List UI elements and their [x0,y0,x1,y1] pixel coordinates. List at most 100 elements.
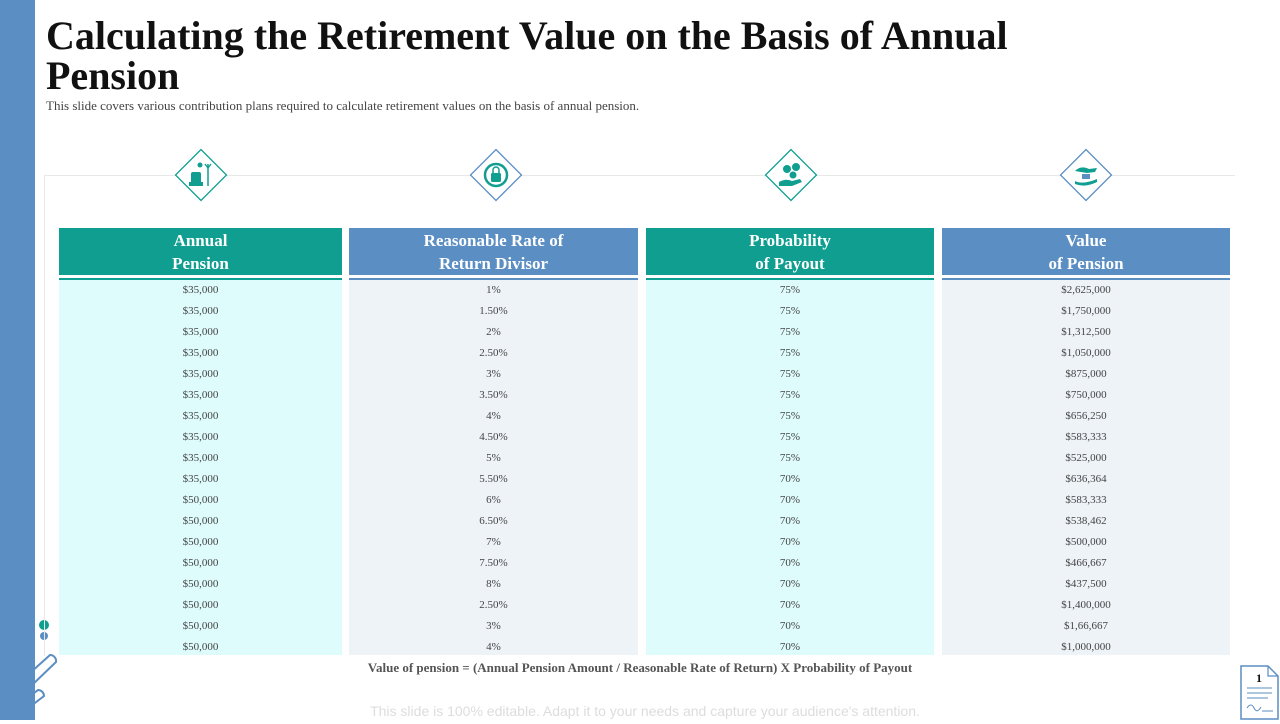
hand-with-coins-icon [764,148,818,202]
table-cell: 1% [486,284,501,296]
column-body: 1% 1.50% 2% 2.50% 3% 3.50% 4% 4.50% 5% 5… [349,280,638,655]
editable-note: This slide is 100% editable. Adapt it to… [370,703,920,719]
table-cell: 4% [486,641,501,653]
document-page-icon: 1 [1238,664,1280,720]
table-cell: $50,000 [182,641,219,653]
hand-giving-money-icon [1059,148,1113,202]
column-annual-pension: Annual Pension $35,000 $35,000 $35,000 $… [59,228,342,655]
table-cell: $437,500 [1065,578,1107,590]
table-cell: $35,000 [182,326,219,338]
table-cell: $50,000 [182,557,219,569]
table-cell: 2% [486,326,501,338]
left-accent-bar [0,0,35,720]
table-cell: 7.50% [479,557,508,569]
table-cell: 7% [486,536,501,548]
table-cell: $2,625,000 [1061,284,1111,296]
table-cell: $466,667 [1065,557,1107,569]
retirement-chair-icon [174,148,228,202]
table-cell: $583,333 [1065,494,1107,506]
table-cell: $35,000 [182,347,219,359]
table-cell: 70% [779,578,801,590]
table-cell: $525,000 [1065,452,1107,464]
table-cell: 6.50% [479,515,508,527]
table-cell: $35,000 [182,305,219,317]
table-cell: $1,312,500 [1061,326,1111,338]
column-header: Value of Pension [942,228,1230,275]
column-body: $2,625,000 $1,750,000 $1,312,500 $1,050,… [942,280,1230,655]
table-cell: $500,000 [1065,536,1107,548]
table-cell: $1,050,000 [1061,347,1111,359]
header-line: Annual [173,230,228,250]
table-cell: $875,000 [1065,368,1107,380]
header-line: Pension [172,253,229,273]
header-line: Value [1065,230,1107,250]
page-number: 1 [1256,671,1262,685]
table-cell: $35,000 [182,410,219,422]
table-cell: $50,000 [182,599,219,611]
table-cell: $750,000 [1065,389,1107,401]
table-cell: 70% [779,515,801,527]
table-cell: $50,000 [182,536,219,548]
formula-caption: Value of pension = (Annual Pension Amoun… [367,660,913,675]
table-cell: 70% [779,473,801,485]
page-subtitle: This slide covers various contribution p… [46,98,640,113]
table-cell: $35,000 [182,473,219,485]
table-cell: 70% [779,536,801,548]
header-line: of Pension [1048,253,1124,273]
column-body: 75% 75% 75% 75% 75% 75% 75% 75% 75% 70% … [646,280,934,655]
table-cell: $656,250 [1065,410,1107,422]
table-cell: 5% [486,452,501,464]
header-underline [59,278,342,280]
table-cell: 70% [779,494,801,506]
header-underline [646,278,934,280]
table-cell: $583,333 [1065,431,1107,443]
table-cell: 5.50% [479,473,508,485]
table-cell: 75% [779,368,801,380]
table-cell: $1,000,000 [1061,641,1111,653]
table-cell: $50,000 [182,620,219,632]
table-cell: 70% [779,620,801,632]
table-cell: $50,000 [182,494,219,506]
column-value-of-pension: Value of Pension $2,625,000 $1,750,000 $… [942,228,1230,655]
table-cell: 3% [486,368,501,380]
table-cell: $636,364 [1065,473,1107,485]
header-line: Return Divisor [438,253,549,273]
table-cell: 4% [486,410,501,422]
header-line: Reasonable Rate of [423,230,564,250]
header-line: of Payout [755,253,825,273]
page-title: Calculating the Retirement Value on the … [46,13,1008,98]
column-body: $35,000 $35,000 $35,000 $35,000 $35,000 … [59,280,342,655]
table-cell: 2.50% [479,599,508,611]
column-probability-of-payout: Probability of Payout 75% 75% 75% 75% 75… [646,228,934,655]
column-rate-of-return: Reasonable Rate of Return Divisor 1% 1.5… [349,228,638,655]
table-cell: 70% [779,641,801,653]
table-cell: 70% [779,599,801,611]
table-cell: 75% [779,305,801,317]
table-cell: $35,000 [182,452,219,464]
table-cell: $35,000 [182,389,219,401]
header-line: Probability [749,230,831,250]
table-cell: 3% [486,620,501,632]
table-cell: 8% [486,578,501,590]
table-cell: 6% [486,494,501,506]
header-underline [942,278,1230,280]
table-cell: 75% [779,326,801,338]
table-cell: $538,462 [1065,515,1107,527]
table-frame [44,175,1235,656]
table-cell: 2.50% [479,347,508,359]
table-cell: 75% [779,410,801,422]
column-header: Annual Pension [59,228,342,275]
table-cell: 75% [779,284,801,296]
table-cell: $1,66,667 [1064,620,1108,632]
table-cell: $35,000 [182,284,219,296]
table-cell: 75% [779,452,801,464]
table-cell: 70% [779,557,801,569]
table-cell: $1,750,000 [1061,305,1111,317]
table-cell: 75% [779,389,801,401]
column-header: Probability of Payout [646,228,934,275]
table-cell: $50,000 [182,515,219,527]
table-cell: 75% [779,347,801,359]
table-cell: 3.50% [479,389,508,401]
table-cell: 4.50% [479,431,508,443]
table-cell: $1,400,000 [1061,599,1111,611]
